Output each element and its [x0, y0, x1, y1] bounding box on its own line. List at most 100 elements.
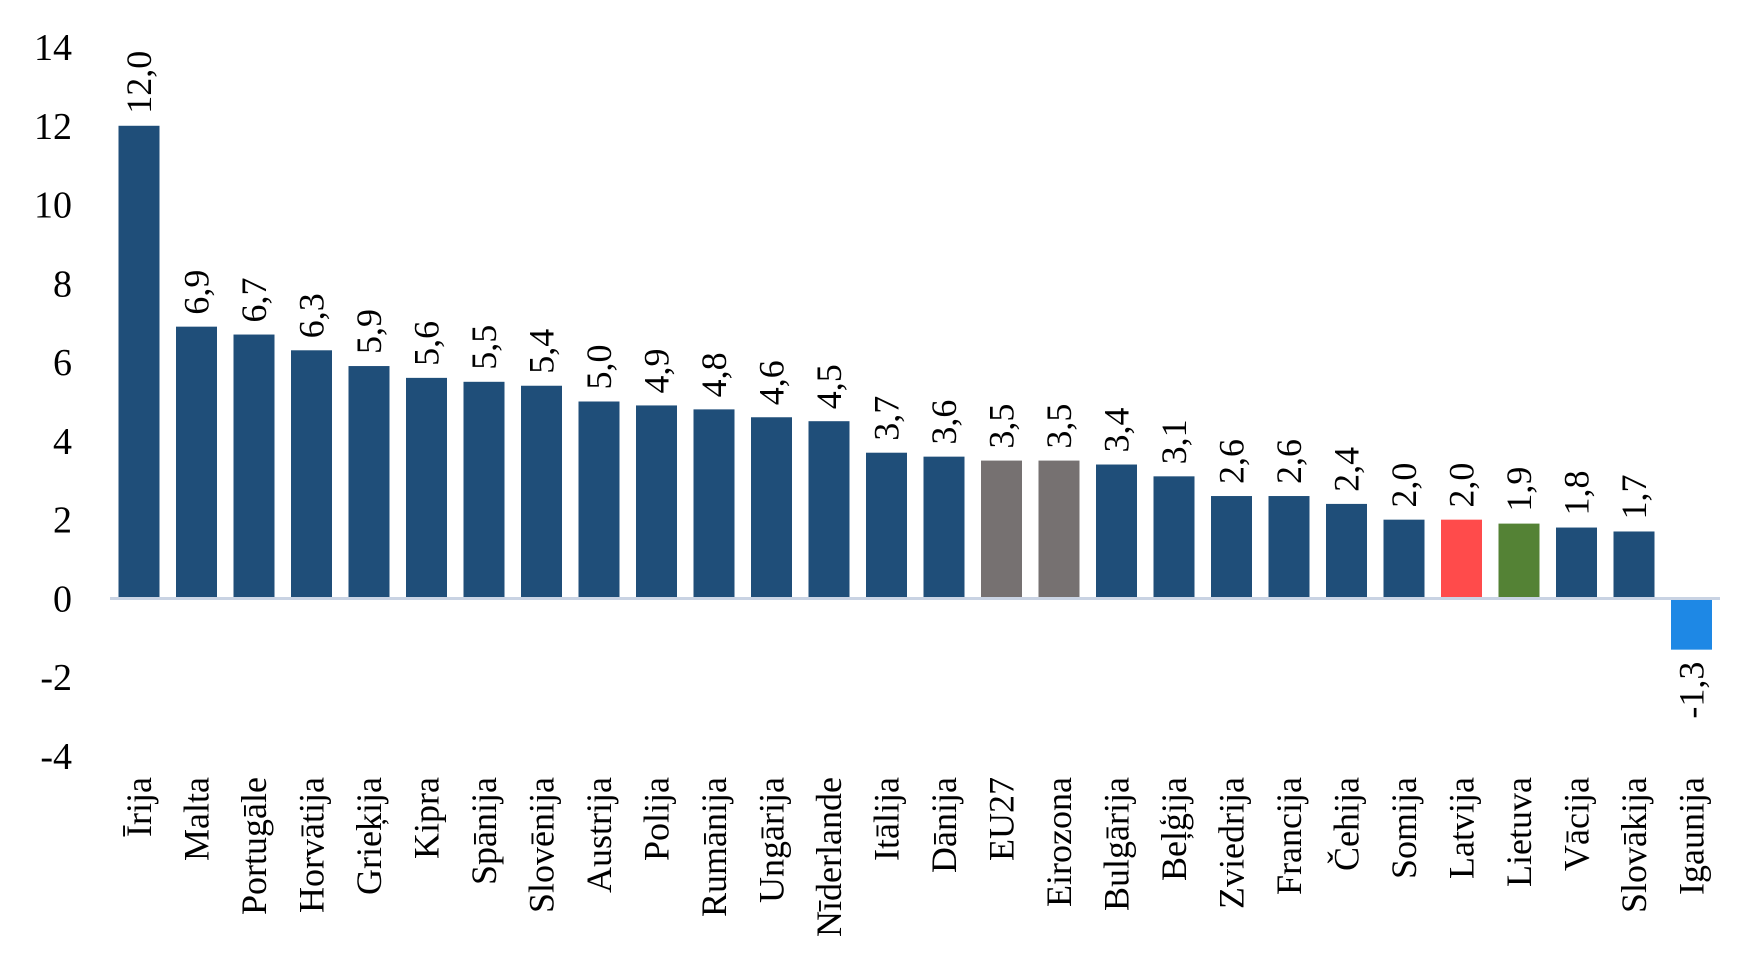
- value-labels-group: 12,0 6,9 6,7 6,3 5,9 5,6 5,5 5,4 5,0 4,9 4,8 4,6 4,5…: [119, 51, 1712, 719]
- bar: [578, 401, 620, 599]
- bar: [866, 452, 907, 599]
- data-label: 4,6: [752, 360, 792, 405]
- data-label: 5,9: [349, 309, 389, 354]
- data-label: 5,4: [522, 329, 562, 374]
- category-label: Portugāle: [234, 777, 274, 915]
- category-label: Horvātija: [292, 777, 332, 913]
- bar: [521, 385, 562, 599]
- category-label: Polija: [637, 777, 677, 861]
- bar: [981, 460, 1022, 599]
- category-label: Malta: [177, 777, 217, 861]
- bar: [1383, 519, 1425, 599]
- category-label: Latvija: [1442, 777, 1482, 879]
- data-label: 4,5: [809, 364, 849, 409]
- y-tick-label: 0: [53, 578, 72, 620]
- data-label: 1,7: [1614, 474, 1654, 519]
- data-label: 6,9: [177, 270, 217, 315]
- bar: [636, 405, 677, 599]
- bar: [1671, 598, 1712, 650]
- bar: [348, 366, 390, 599]
- y-tick-label: 10: [34, 185, 72, 227]
- bar: [1038, 460, 1080, 599]
- y-tick-label: 4: [53, 421, 72, 463]
- y-tick-label: 2: [53, 500, 72, 542]
- data-label: 12,0: [119, 51, 159, 114]
- bar: [118, 125, 160, 599]
- data-label: 1,9: [1499, 467, 1539, 512]
- bar: [1613, 531, 1655, 599]
- data-label: 5,5: [464, 325, 504, 370]
- category-label: Lietuva: [1499, 777, 1539, 887]
- bar: [1556, 527, 1597, 599]
- category-label: Spānija: [464, 777, 504, 885]
- category-label: Grieķija: [349, 777, 389, 895]
- bar: [463, 381, 505, 599]
- category-label: Austrija: [579, 777, 619, 893]
- data-label: 6,7: [234, 278, 274, 323]
- bar: [1441, 519, 1482, 599]
- y-tick-label: 6: [53, 342, 72, 384]
- bar: [406, 377, 447, 599]
- category-label: Bulgārija: [1097, 777, 1137, 911]
- category-label: Slovākija: [1614, 777, 1654, 913]
- category-label: EU27: [982, 777, 1022, 861]
- data-label: 3,1: [1154, 419, 1194, 464]
- data-label: 3,6: [924, 400, 964, 445]
- data-label: 5,0: [579, 345, 619, 390]
- y-tick-label: 14: [34, 27, 72, 69]
- category-label: Eirozona: [1039, 777, 1079, 907]
- y-tick-label: 8: [53, 263, 72, 305]
- category-label: Nīderlande: [809, 777, 849, 937]
- data-label: 2,6: [1269, 439, 1309, 484]
- category-label: Igaunija: [1672, 777, 1712, 895]
- data-label: 3,4: [1097, 408, 1137, 453]
- y-axis-ticks: 14 12 10 8 6 4 2 0 -2 -4: [34, 27, 72, 778]
- data-label: 4,8: [694, 352, 734, 397]
- category-labels-group: Īrija Malta Portugāle Horvātija Grieķija Kipr…: [119, 777, 1712, 937]
- data-label: 3,7: [867, 396, 907, 441]
- bars-group: [118, 125, 1712, 650]
- bar: [808, 421, 850, 599]
- bar: [233, 334, 275, 599]
- category-label: Beļģija: [1154, 777, 1194, 881]
- data-label: 4,9: [637, 348, 677, 393]
- category-label: Rumānija: [694, 777, 734, 917]
- data-label: 3,5: [982, 404, 1022, 449]
- bar: [1211, 496, 1252, 599]
- category-label: Itālija: [867, 777, 907, 861]
- bar: [291, 350, 332, 599]
- category-label: Dānija: [924, 777, 964, 873]
- data-label: -1,3: [1672, 662, 1712, 719]
- y-tick-label: -2: [40, 657, 72, 699]
- bar: [923, 456, 965, 599]
- bar: [1498, 523, 1540, 599]
- bar: [1096, 464, 1137, 599]
- data-label: 6,3: [292, 293, 332, 338]
- category-label: Zviedrija: [1212, 777, 1252, 909]
- data-label: 5,6: [407, 321, 447, 366]
- data-label: 2,0: [1384, 463, 1424, 508]
- category-label: Čehija: [1327, 777, 1367, 871]
- bar: [1268, 496, 1310, 599]
- bar: [1153, 476, 1195, 599]
- data-label: 3,5: [1039, 404, 1079, 449]
- y-tick-label: -4: [40, 736, 72, 778]
- category-label: Ungārija: [752, 777, 792, 903]
- bar: [176, 326, 217, 599]
- data-label: 2,6: [1212, 439, 1252, 484]
- category-label: Francija: [1269, 777, 1309, 895]
- data-label: 2,0: [1442, 463, 1482, 508]
- y-tick-label: 12: [34, 106, 72, 148]
- bar: [1326, 503, 1367, 599]
- category-label: Īrija: [119, 777, 159, 837]
- data-label: 2,4: [1327, 447, 1367, 492]
- data-label: 1,8: [1557, 471, 1597, 516]
- category-label: Somija: [1384, 777, 1424, 879]
- bar: [751, 417, 792, 599]
- category-label: Slovēnija: [522, 777, 562, 913]
- category-label: Vācija: [1557, 777, 1597, 871]
- category-label: Kipra: [407, 777, 447, 859]
- bar: [693, 409, 735, 599]
